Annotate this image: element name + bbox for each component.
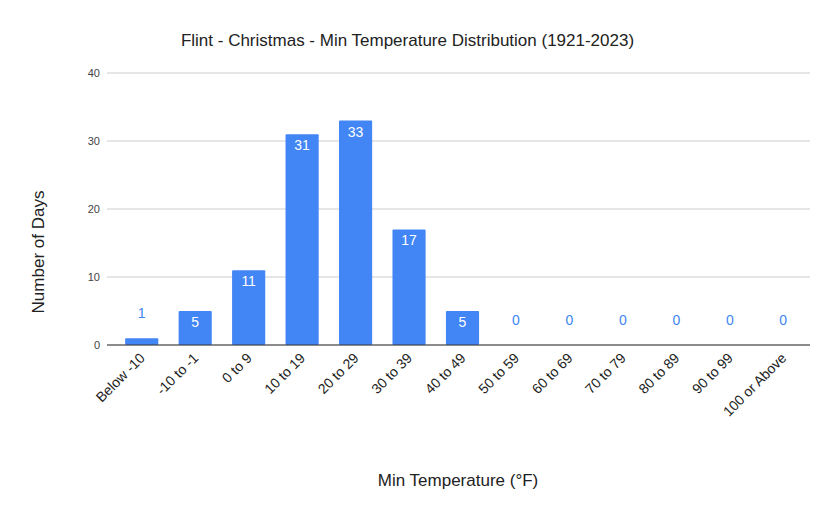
chart-container: Flint - Christmas - Min Temperature Dist… [0, 0, 835, 517]
x-tick-label: 30 to 39 [368, 350, 415, 397]
grid-line [107, 73, 810, 74]
data-label: 17 [401, 232, 417, 248]
data-label: 0 [512, 312, 520, 328]
bars [125, 121, 479, 345]
x-tick-label: 60 to 69 [528, 350, 575, 397]
chart-svg: Flint - Christmas - Min Temperature Dist… [0, 0, 835, 517]
bar [232, 270, 265, 345]
x-tick-label: 40 to 49 [422, 350, 469, 397]
data-label: 31 [294, 137, 310, 153]
x-axis-title: Min Temperature (°F) [378, 471, 538, 490]
y-tick-label: 30 [88, 135, 100, 147]
x-tick-label: 100 or Above [720, 350, 790, 420]
grid-line [107, 277, 810, 278]
x-tick-label: 80 to 89 [635, 350, 682, 397]
data-label: 11 [241, 273, 256, 289]
grid-line [107, 345, 810, 346]
data-label: 0 [566, 312, 574, 328]
grid-line [107, 209, 810, 210]
y-tick-label: 10 [88, 271, 100, 283]
y-tick-label: 0 [94, 339, 100, 351]
bar [179, 311, 212, 345]
x-axis-line [107, 345, 810, 346]
data-label: 0 [619, 312, 627, 328]
data-label: 0 [779, 312, 787, 328]
background [0, 0, 835, 517]
bar [339, 121, 372, 345]
data-label: 0 [726, 312, 734, 328]
x-tick-label: -10 to -1 [153, 350, 201, 398]
x-tick-label: 10 to 19 [261, 350, 308, 397]
data-label: 1 [138, 305, 146, 321]
y-tick-label: 20 [88, 203, 100, 215]
x-tick-label: 50 to 59 [475, 350, 522, 397]
bar [125, 338, 158, 345]
x-tick-label: Below -10 [93, 350, 148, 405]
bar [446, 311, 479, 345]
y-tick-label: 40 [88, 67, 100, 79]
bar [286, 134, 319, 345]
bar [392, 229, 425, 345]
x-tick-label: 0 to 9 [219, 350, 255, 386]
x-tick-label: 20 to 29 [315, 350, 362, 397]
x-tick-label: 90 to 99 [689, 350, 736, 397]
data-label: 0 [672, 312, 680, 328]
y-axis-title: Number of Days [29, 191, 48, 314]
data-label: 5 [191, 314, 199, 330]
data-label: 5 [459, 314, 467, 330]
data-label: 33 [348, 124, 364, 140]
x-tick-label: 70 to 79 [582, 350, 629, 397]
chart-title: Flint - Christmas - Min Temperature Dist… [181, 31, 634, 50]
grid-line [107, 141, 810, 142]
